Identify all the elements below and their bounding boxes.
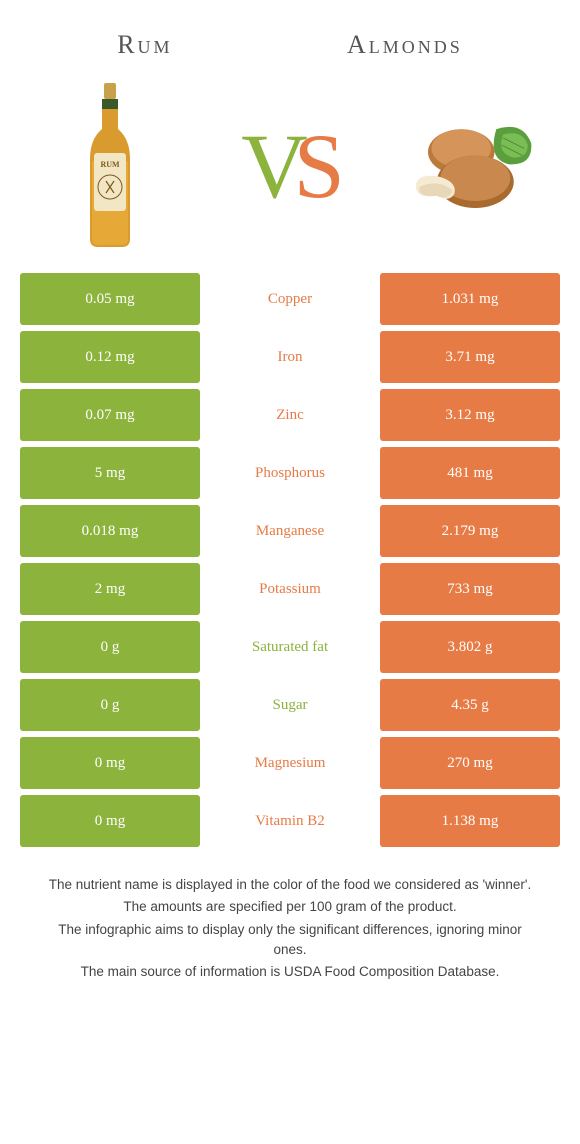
- cell-left-value: 0.018 mg: [20, 505, 200, 557]
- cell-right-value: 3.12 mg: [380, 389, 560, 441]
- left-food-image: RUM: [40, 78, 180, 253]
- title-right: Almonds: [347, 30, 463, 60]
- cell-nutrient-label: Sugar: [200, 679, 380, 731]
- cell-right-value: 4.35 g: [380, 679, 560, 731]
- table-row: 5 mgPhosphorus481 mg: [20, 447, 560, 499]
- cell-left-value: 0 g: [20, 679, 200, 731]
- table-row: 0 mgMagnesium270 mg: [20, 737, 560, 789]
- footnotes: The nutrient name is displayed in the co…: [40, 875, 540, 982]
- cell-right-value: 481 mg: [380, 447, 560, 499]
- table-row: 0.018 mgManganese2.179 mg: [20, 505, 560, 557]
- cell-nutrient-label: Iron: [200, 331, 380, 383]
- titles-row: Rum Almonds: [0, 20, 580, 68]
- infographic-container: Rum Almonds RUM V S: [0, 0, 580, 1014]
- vs-s: S: [294, 120, 339, 212]
- cell-left-value: 0.05 mg: [20, 273, 200, 325]
- cell-nutrient-label: Manganese: [200, 505, 380, 557]
- cell-left-value: 0 g: [20, 621, 200, 673]
- vs-v: V: [241, 120, 301, 212]
- table-row: 0.07 mgZinc3.12 mg: [20, 389, 560, 441]
- svg-text:RUM: RUM: [100, 160, 120, 169]
- cell-left-value: 2 mg: [20, 563, 200, 615]
- right-food-image: [400, 78, 540, 253]
- table-row: 0.05 mgCopper1.031 mg: [20, 273, 560, 325]
- table-row: 0 gSugar4.35 g: [20, 679, 560, 731]
- cell-left-value: 0 mg: [20, 737, 200, 789]
- cell-right-value: 3.802 g: [380, 621, 560, 673]
- cell-right-value: 1.138 mg: [380, 795, 560, 847]
- title-left: Rum: [117, 30, 172, 60]
- footnote-line: The amounts are specified per 100 gram o…: [40, 897, 540, 917]
- comparison-table: 0.05 mgCopper1.031 mg0.12 mgIron3.71 mg0…: [20, 273, 560, 847]
- cell-nutrient-label: Copper: [200, 273, 380, 325]
- table-row: 0.12 mgIron3.71 mg: [20, 331, 560, 383]
- cell-nutrient-label: Vitamin B2: [200, 795, 380, 847]
- cell-right-value: 2.179 mg: [380, 505, 560, 557]
- cell-nutrient-label: Phosphorus: [200, 447, 380, 499]
- cell-nutrient-label: Potassium: [200, 563, 380, 615]
- table-row: 2 mgPotassium733 mg: [20, 563, 560, 615]
- cell-right-value: 270 mg: [380, 737, 560, 789]
- vs-label: V S: [237, 120, 343, 212]
- footnote-line: The main source of information is USDA F…: [40, 962, 540, 982]
- cell-left-value: 0 mg: [20, 795, 200, 847]
- cell-nutrient-label: Zinc: [200, 389, 380, 441]
- table-row: 0 gSaturated fat3.802 g: [20, 621, 560, 673]
- cell-right-value: 733 mg: [380, 563, 560, 615]
- table-row: 0 mgVitamin B21.138 mg: [20, 795, 560, 847]
- hero-row: RUM V S: [0, 68, 580, 273]
- footnote-line: The infographic aims to display only the…: [40, 920, 540, 961]
- cell-right-value: 1.031 mg: [380, 273, 560, 325]
- footnote-line: The nutrient name is displayed in the co…: [40, 875, 540, 895]
- cell-nutrient-label: Saturated fat: [200, 621, 380, 673]
- cell-left-value: 0.12 mg: [20, 331, 200, 383]
- cell-nutrient-label: Magnesium: [200, 737, 380, 789]
- cell-right-value: 3.71 mg: [380, 331, 560, 383]
- cell-left-value: 5 mg: [20, 447, 200, 499]
- cell-left-value: 0.07 mg: [20, 389, 200, 441]
